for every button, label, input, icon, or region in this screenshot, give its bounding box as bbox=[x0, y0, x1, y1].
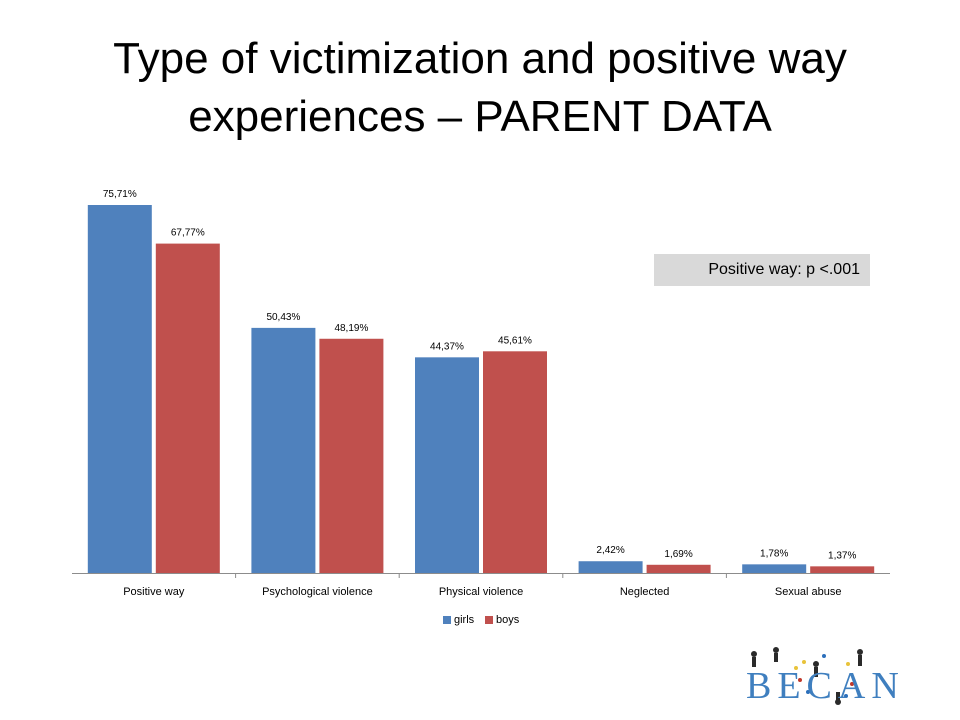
bar-boys bbox=[319, 338, 384, 573]
bar-boys bbox=[155, 243, 220, 574]
data-label-girls: 50,43% bbox=[266, 312, 300, 323]
legend-label-girls: girls bbox=[454, 614, 475, 626]
data-label-boys: 48,19% bbox=[334, 323, 368, 334]
data-label-boys: 45,61% bbox=[498, 335, 532, 346]
category-label: Neglected bbox=[620, 586, 670, 598]
slide-title: Type of victimization and positive way e… bbox=[40, 30, 920, 146]
category-label: Sexual abuse bbox=[775, 586, 842, 598]
data-label-girls: 1,78% bbox=[760, 548, 788, 559]
becan-logo-icon: BECAN bbox=[746, 647, 905, 707]
bar-boys bbox=[646, 564, 711, 573]
data-label-girls: 75,71% bbox=[103, 189, 137, 200]
legend-swatch-girls bbox=[443, 616, 451, 625]
data-label-girls: 2,42% bbox=[596, 545, 624, 556]
data-label-girls: 44,37% bbox=[430, 341, 464, 352]
category-label: Psychological violence bbox=[262, 586, 373, 598]
data-label-boys: 67,77% bbox=[171, 228, 205, 239]
data-label-boys: 1,37% bbox=[828, 550, 856, 561]
bar-girls bbox=[251, 327, 316, 573]
category-label: Positive way bbox=[123, 586, 185, 598]
bar-girls bbox=[87, 205, 152, 573]
legend-item-girls: girls bbox=[443, 612, 474, 628]
title-line-1: Type of victimization and positive way bbox=[113, 34, 847, 83]
significance-note: Positive way: p <.001 bbox=[654, 254, 870, 286]
bar-girls bbox=[415, 357, 479, 573]
legend-item-boys: boys bbox=[485, 612, 519, 628]
legend-label-boys: boys bbox=[496, 614, 520, 626]
data-label-boys: 1,69% bbox=[664, 549, 692, 560]
chart-legend: girls boys bbox=[0, 612, 960, 628]
legend-swatch-boys bbox=[485, 616, 493, 625]
category-label: Physical violence bbox=[439, 586, 523, 598]
bar-boys bbox=[483, 351, 547, 573]
bar-boys bbox=[810, 566, 875, 573]
bar-girls bbox=[578, 561, 643, 573]
svg-text:BECAN: BECAN bbox=[746, 665, 905, 707]
bar-girls bbox=[742, 564, 807, 573]
title-line-2: experiences – PARENT DATA bbox=[188, 92, 772, 141]
